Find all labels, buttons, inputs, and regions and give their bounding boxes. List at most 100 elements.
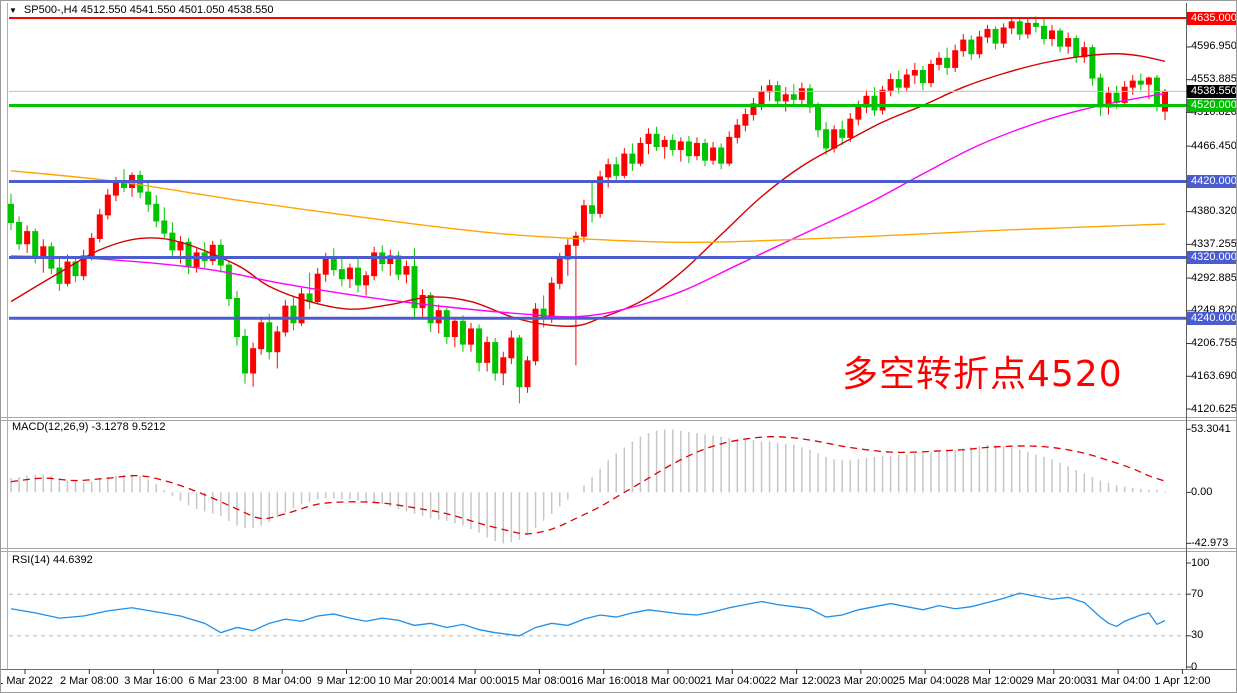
price-level-badge-4320.000[interactable]: 4320.000: [1187, 250, 1236, 264]
time-axis-label: 10 Mar 20:00: [378, 675, 444, 687]
candle-body: [984, 28, 991, 38]
time-axis-label: 2 Mar 08:00: [59, 675, 119, 687]
candle-body: [395, 255, 402, 275]
time-axis-label: 1 Mar 2022: [0, 675, 53, 687]
candle-body: [815, 106, 821, 131]
candle-body: [363, 275, 370, 286]
candle-body: [1040, 25, 1047, 40]
candle-body: [605, 164, 612, 178]
price-axis-tick-label: 4337.255: [1191, 237, 1237, 250]
candle-body: [443, 310, 450, 338]
candle-body: [274, 331, 281, 353]
candle-body: [169, 232, 176, 251]
candle-body: [855, 106, 862, 120]
candle-body: [137, 174, 144, 193]
candle-body: [750, 103, 757, 116]
candle-body: [1129, 80, 1136, 88]
time-axis-label: 28 Mar 12:00: [957, 675, 1022, 687]
candle-body: [895, 79, 902, 88]
candle-body: [1049, 30, 1056, 40]
time-axis-label: 29 Mar 20:00: [1021, 675, 1087, 687]
time-axis-label: 18 Mar 00:00: [635, 675, 701, 687]
rsi-axis-tick-label: 70: [1191, 587, 1204, 600]
candle-body: [225, 264, 232, 300]
candle-body: [992, 28, 999, 44]
candle-body: [411, 266, 418, 309]
candle-body: [1008, 21, 1015, 29]
candle-body: [944, 57, 951, 68]
candle-body: [702, 142, 709, 161]
time-axis-label: 15 Mar 08:00: [506, 675, 572, 687]
candle-body: [104, 194, 111, 216]
time-axis-label: 8 Mar 04:00: [252, 675, 312, 687]
price-level-badge-4420.000[interactable]: 4420.000: [1187, 174, 1236, 188]
candle-body: [266, 322, 273, 353]
chart-titlebar: ▼ SP500-,H4 4512.550 4541.550 4501.050 4…: [9, 3, 273, 17]
candle-body: [1081, 47, 1088, 58]
candle-body: [427, 294, 434, 324]
candle-body: [56, 267, 63, 284]
time-axis-label: 31 Mar 04:00: [1085, 675, 1151, 687]
macd-axis-tick-label: 0.00: [1191, 485, 1213, 498]
time-axis-label: 14 Mar 00:00: [442, 675, 508, 687]
candle-body: [88, 237, 95, 257]
candle-body: [346, 267, 353, 280]
rsi-axis-tick-label: 30: [1191, 629, 1204, 642]
candle-body: [338, 269, 345, 280]
candle-body: [1024, 22, 1031, 35]
candle-body: [556, 258, 563, 284]
candle-body: [1089, 47, 1096, 79]
price-level-badge-4635.000[interactable]: 4635.000: [1187, 11, 1236, 25]
candle-body: [64, 261, 71, 284]
candle-body: [112, 182, 119, 196]
price-level-badge-4240.000[interactable]: 4240.000: [1187, 311, 1236, 325]
candle-body: [911, 69, 918, 76]
price-axis-tick-label: 4292.885: [1191, 271, 1237, 284]
time-axis-label: 16 Mar 16:00: [571, 675, 637, 687]
candle-body: [1097, 77, 1104, 108]
candle-body: [258, 322, 265, 350]
ma-fast-line: [10, 53, 1166, 327]
candle-body: [936, 57, 943, 65]
ma-medium-line: [10, 92, 1166, 318]
chart-text-annotation[interactable]: 多空转折点4520: [842, 354, 1123, 395]
candle-body: [1121, 86, 1128, 103]
price-level-badge-4520.000[interactable]: 4520.000: [1187, 98, 1236, 112]
candle-body: [685, 141, 692, 157]
candle-body: [968, 39, 975, 55]
candle-body: [8, 203, 14, 223]
price-axis-tick-label: 4596.950: [1191, 40, 1237, 53]
candle-body: [726, 136, 733, 164]
rsi-axis-tick-label: 100: [1191, 556, 1210, 569]
candle-body: [524, 360, 531, 388]
candle-body: [298, 293, 305, 324]
candle-body: [72, 261, 79, 277]
rsi-axis-tick-label: 0: [1191, 660, 1198, 673]
price-axis-tick-label: 4553.885: [1191, 73, 1237, 86]
candle-body: [120, 182, 127, 189]
chart-title: SP500-,H4 4512.550 4541.550 4501.050 453…: [23, 4, 274, 16]
chart-menu-icon[interactable]: ▼: [9, 5, 17, 15]
candle-body: [451, 320, 458, 338]
candle-body: [1073, 38, 1080, 58]
candle-body: [492, 342, 499, 374]
candle-body: [645, 133, 652, 144]
candle-body: [467, 328, 474, 345]
candle-body: [403, 266, 410, 275]
candle-body: [919, 69, 926, 84]
candle-body: [572, 235, 579, 246]
candle-body: [242, 336, 249, 374]
candle-body: [927, 63, 934, 84]
candle-body: [693, 142, 700, 157]
candle-body: [758, 91, 765, 105]
candle-body: [1016, 21, 1023, 35]
candle-body: [806, 88, 813, 108]
candle-body: [621, 153, 628, 176]
candle-body: [960, 39, 967, 52]
candle-body: [823, 129, 830, 149]
candle-body: [500, 357, 507, 374]
price-axis-tick-label: 4380.320: [1191, 205, 1237, 218]
price-axis-tick-label: 4466.450: [1191, 139, 1237, 152]
